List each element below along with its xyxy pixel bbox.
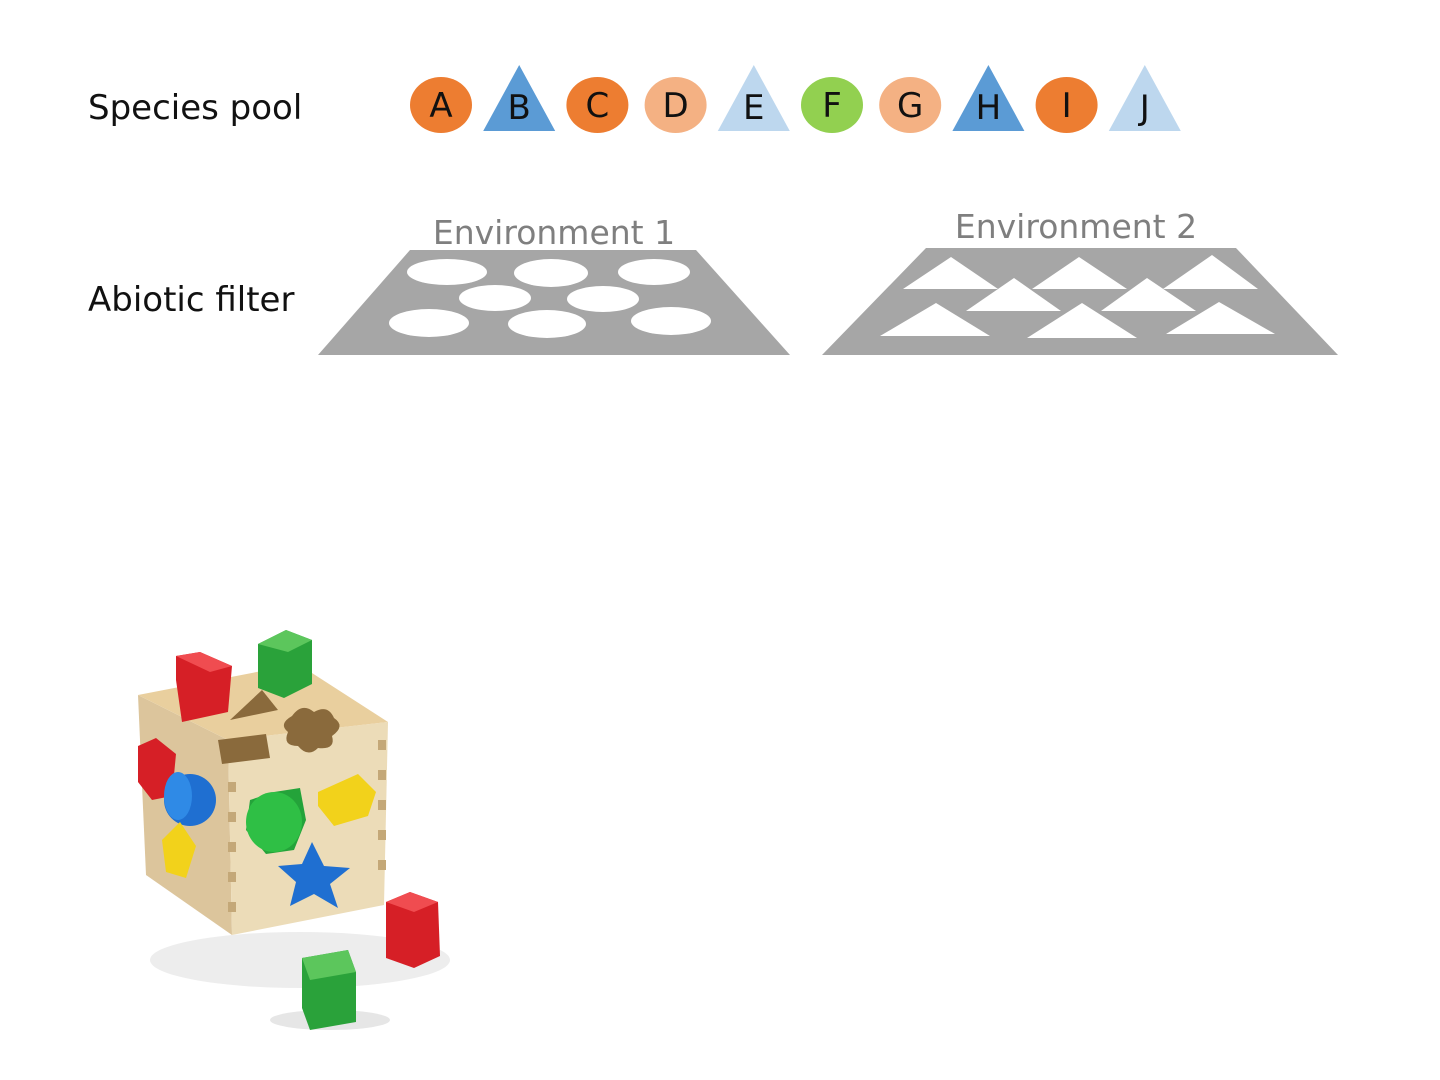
- environment-1-title: Environment 1: [433, 213, 675, 252]
- environment-1: Environment 1: [318, 213, 790, 355]
- ellipse-hole: [631, 307, 711, 335]
- species-token-g: G: [879, 77, 942, 133]
- species-token-c: C: [566, 77, 629, 133]
- triangle-hole: [880, 303, 990, 336]
- species-letter: F: [822, 86, 842, 126]
- triangle-hole: [1166, 302, 1275, 334]
- triangle-hole: [903, 257, 998, 289]
- environment-2-title: Environment 2: [955, 207, 1197, 246]
- species-token-h: H: [952, 65, 1025, 131]
- environment-1-holes: [389, 259, 711, 338]
- ellipse-hole: [407, 259, 487, 285]
- triangle-species-shape: [717, 65, 790, 131]
- ellipse-hole: [514, 259, 588, 287]
- abiotic-filter-label: Abiotic filter: [88, 280, 295, 320]
- circle-species-shape: [410, 77, 472, 133]
- species-token-b: B: [483, 65, 556, 131]
- species-token-j: J: [1108, 65, 1181, 131]
- species-token-a: A: [410, 77, 472, 133]
- environment-2: Environment 2: [822, 207, 1338, 355]
- triangle-species-shape: [483, 65, 556, 131]
- species-token-e: E: [717, 65, 790, 131]
- species-letter: B: [508, 88, 531, 128]
- triangle-hole: [1027, 303, 1137, 338]
- ellipse-hole: [459, 285, 531, 311]
- circle-species-shape: [644, 77, 707, 133]
- species-token-f: F: [801, 77, 863, 133]
- ellipse-hole: [508, 310, 586, 338]
- triangle-species-shape: [1108, 65, 1181, 131]
- triangle-hole: [1032, 257, 1127, 289]
- species-letter: H: [976, 88, 1002, 128]
- species-letter: C: [586, 86, 610, 126]
- species-letter: E: [743, 88, 764, 128]
- species-pool-label: Species pool: [88, 88, 303, 128]
- circle-species-shape: [801, 77, 863, 133]
- species-token-d: D: [644, 77, 707, 133]
- species-letter: J: [1138, 88, 1150, 128]
- circle-species-shape: [879, 77, 942, 133]
- species-pool-row: A B C D E F G H I J: [410, 65, 1181, 133]
- species-letter: I: [1062, 86, 1072, 126]
- shape-sorter-toy-illustration: [138, 630, 450, 1030]
- species-letter: A: [429, 86, 452, 126]
- species-letter: G: [897, 86, 923, 126]
- environment-2-holes: [880, 255, 1275, 338]
- triangle-hole: [1101, 278, 1196, 311]
- circle-species-shape: [566, 77, 629, 133]
- ellipse-hole: [389, 309, 469, 337]
- ellipse-hole: [567, 286, 639, 312]
- species-token-i: I: [1035, 77, 1098, 133]
- triangle-species-shape: [952, 65, 1025, 131]
- species-letter: D: [663, 86, 689, 126]
- triangle-hole: [1163, 255, 1258, 289]
- circle-species-shape: [1035, 77, 1098, 133]
- triangle-hole: [966, 278, 1061, 311]
- ellipse-hole: [618, 259, 690, 285]
